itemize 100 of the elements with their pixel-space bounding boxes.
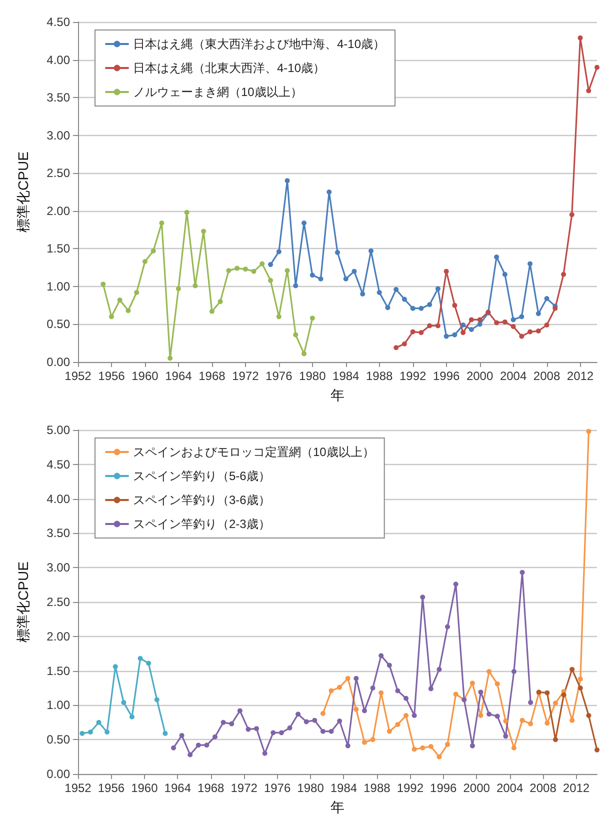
point xyxy=(561,272,566,277)
point xyxy=(310,272,315,278)
point xyxy=(412,746,417,752)
point xyxy=(287,725,292,730)
point xyxy=(494,714,500,719)
point xyxy=(470,743,475,748)
point xyxy=(312,718,318,723)
point xyxy=(159,220,164,226)
legend-label: ノルウェーまき網（10歳以上） xyxy=(133,85,302,99)
y-tick-label: 1.00 xyxy=(46,279,70,294)
x-tick-label: 2008 xyxy=(530,781,557,795)
point xyxy=(196,742,201,748)
x-tick-label: 1984 xyxy=(330,781,358,795)
point xyxy=(519,334,524,339)
point xyxy=(362,708,367,714)
x-tick-label: 1968 xyxy=(198,781,225,795)
point xyxy=(561,692,566,698)
x-tick-label: 2012 xyxy=(566,369,594,383)
point xyxy=(284,268,290,274)
point xyxy=(304,719,309,724)
x-tick-label: 1980 xyxy=(297,781,324,795)
point xyxy=(112,664,118,670)
point xyxy=(394,286,399,292)
point xyxy=(218,299,223,304)
point xyxy=(150,248,156,254)
y-tick-label: 0.00 xyxy=(46,767,70,781)
point xyxy=(179,732,184,738)
x-tick-label: 1980 xyxy=(299,369,326,383)
x-tick-label: 1996 xyxy=(430,781,458,795)
point xyxy=(452,302,458,308)
point xyxy=(270,730,276,736)
point xyxy=(104,730,110,735)
point xyxy=(395,722,400,727)
point xyxy=(268,278,274,283)
y-tick-label: 4.00 xyxy=(46,492,70,506)
x-tick-label: 1988 xyxy=(366,369,394,383)
point xyxy=(452,332,458,338)
x-tick-label: 1972 xyxy=(232,369,260,383)
point xyxy=(444,268,449,274)
point xyxy=(204,742,210,748)
y-tick-label: 3.00 xyxy=(46,560,70,575)
point xyxy=(586,713,592,718)
y-tick-label: 4.50 xyxy=(46,457,70,472)
legend-label: 日本はえ縄（北東大西洋、4-10歳） xyxy=(133,61,326,75)
point xyxy=(404,696,409,701)
y-tick-label: 2.50 xyxy=(46,595,70,609)
point xyxy=(519,314,524,320)
point xyxy=(435,286,440,292)
point xyxy=(129,714,134,720)
point xyxy=(376,290,382,295)
point xyxy=(268,262,274,268)
point xyxy=(594,747,600,752)
point xyxy=(428,744,434,749)
x-axis-title: 年 xyxy=(330,387,344,403)
point xyxy=(486,712,492,717)
point xyxy=(445,624,450,630)
point xyxy=(276,314,282,320)
x-axis-title: 年 xyxy=(330,799,344,815)
point xyxy=(146,660,152,666)
point xyxy=(486,668,492,674)
y-tick-label: 1.50 xyxy=(46,664,70,678)
point xyxy=(494,254,500,260)
x-tick-label: 1952 xyxy=(64,781,92,795)
point xyxy=(171,745,176,750)
point xyxy=(420,594,426,600)
point xyxy=(209,308,214,314)
point xyxy=(468,327,474,332)
point xyxy=(552,700,558,706)
point xyxy=(578,676,583,682)
point xyxy=(302,351,307,356)
point xyxy=(418,330,424,336)
point xyxy=(237,708,242,714)
point xyxy=(468,317,474,322)
point xyxy=(335,250,340,255)
x-tick-label: 2004 xyxy=(496,781,524,795)
y-tick-label: 0.50 xyxy=(46,317,70,332)
point xyxy=(511,668,516,674)
x-tick-label: 1984 xyxy=(332,369,360,383)
point xyxy=(320,710,326,716)
x-tick-label: 1952 xyxy=(64,369,92,383)
legend-label: スペイン竿釣り（2-3歳） xyxy=(133,517,270,531)
point xyxy=(478,713,484,718)
point xyxy=(503,718,508,724)
point xyxy=(528,721,534,726)
point xyxy=(470,680,475,686)
point xyxy=(477,317,482,322)
y-axis-title: 標準化CPUE xyxy=(15,152,31,232)
x-tick-label: 1964 xyxy=(165,369,192,383)
point xyxy=(586,88,592,94)
x-tick-label: 1960 xyxy=(132,369,159,383)
x-tick-label: 1976 xyxy=(264,781,291,795)
point xyxy=(296,712,301,717)
point xyxy=(320,728,326,734)
legend-label: スペイン竿釣り（5-6歳） xyxy=(133,469,270,483)
point xyxy=(586,428,592,434)
point xyxy=(502,272,508,277)
point xyxy=(368,248,374,254)
y-tick-label: 3.50 xyxy=(46,526,70,540)
point xyxy=(528,261,533,266)
point xyxy=(162,730,168,736)
